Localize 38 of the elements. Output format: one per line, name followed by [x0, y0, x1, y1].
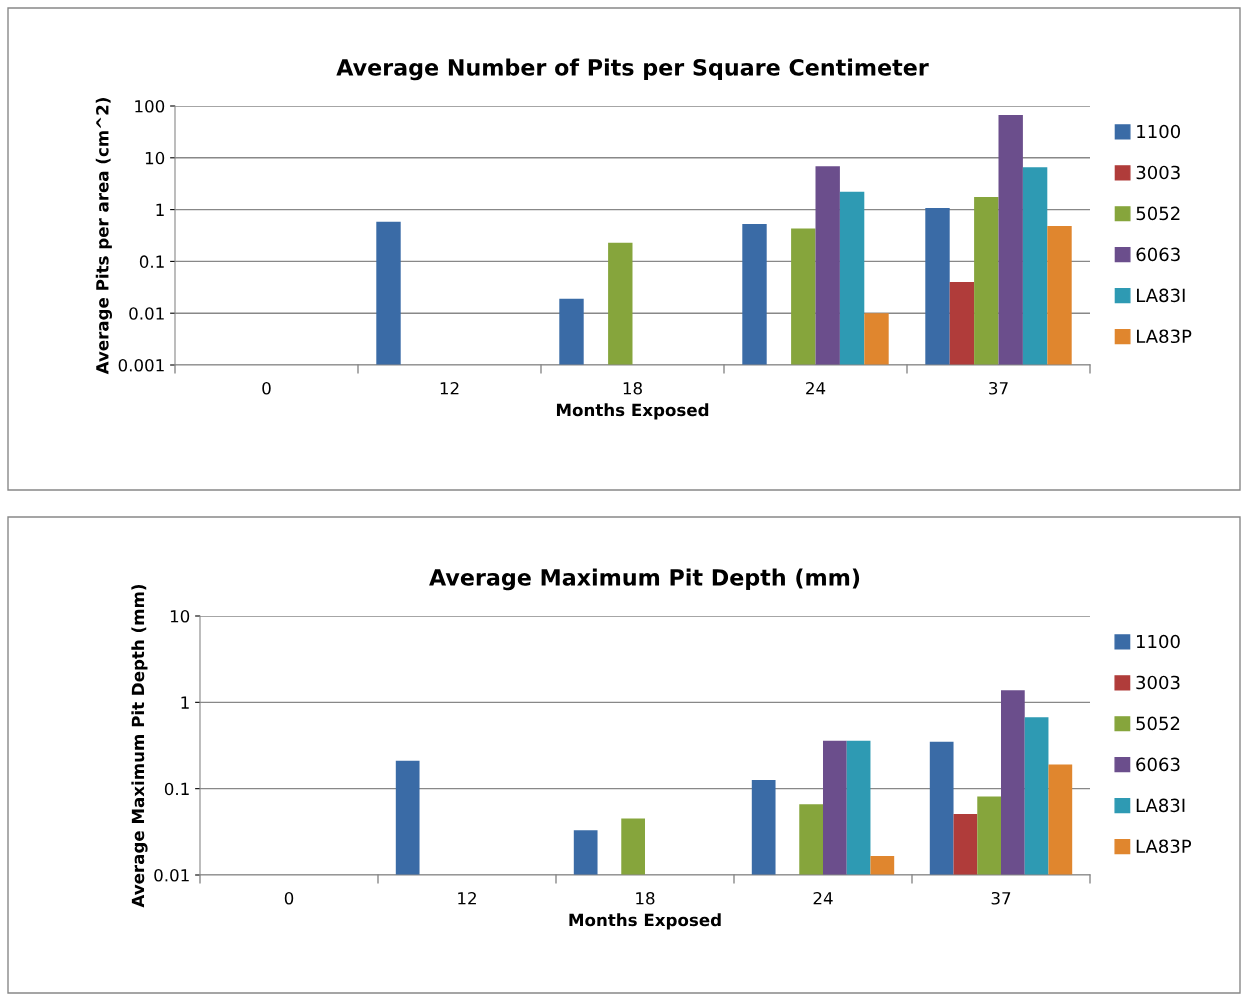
x-tick-label: 37 [989, 381, 1008, 395]
legend-label: LA83I [1136, 798, 1185, 813]
x-tick-label: 0 [284, 891, 294, 905]
x-tick-label: 24 [813, 891, 833, 905]
legend-label: 6063 [1136, 757, 1180, 772]
chart-title: Average Number of Pits per Square Centimeter [336, 58, 929, 81]
y-tick-label: 100 [135, 99, 165, 113]
y-tick-label: 0.1 [164, 782, 189, 796]
y-axis-title: Average Maximum Pit Depth (mm) [131, 584, 148, 908]
legend-label: 1100 [1137, 124, 1181, 139]
x-axis-title: Months Exposed [569, 913, 721, 930]
y-tick-label: 1 [156, 203, 164, 216]
y-tick-label: 0.01 [129, 307, 164, 320]
x-tick-label: 12 [440, 381, 459, 395]
y-tick-label: 0.001 [118, 358, 164, 372]
y-tick-label: 0.1 [139, 255, 164, 268]
x-tick-label: 12 [458, 891, 476, 905]
legend-label: 6063 [1136, 247, 1180, 262]
x-tick-label: 24 [806, 381, 826, 395]
x-axis-title: Months Exposed [556, 403, 709, 420]
x-tick-label: 18 [636, 891, 655, 905]
legend-label: LA83P [1137, 329, 1192, 344]
legend-label: 1100 [1136, 634, 1180, 649]
y-tick-label: 10 [145, 151, 165, 165]
legend-label: 5052 [1136, 716, 1180, 731]
legend-label: 3003 [1136, 675, 1180, 690]
y-tick-label: 0.01 [154, 868, 189, 882]
y-tick-label: 10 [170, 609, 190, 623]
legend-label: 5052 [1136, 206, 1180, 221]
legend-label: 3003 [1136, 165, 1180, 180]
x-tick-label: 37 [991, 891, 1011, 905]
x-tick-label: 18 [623, 381, 642, 395]
x-tick-label: 0 [262, 381, 271, 395]
legend-label: LA83P [1136, 839, 1192, 854]
y-axis-title: Average Pits per area (cm^2) [95, 98, 113, 375]
chart-title: Average Maximum Pit Depth (mm) [429, 568, 860, 591]
y-tick-label: 1 [181, 696, 189, 709]
legend-label: LA83I [1137, 288, 1185, 303]
